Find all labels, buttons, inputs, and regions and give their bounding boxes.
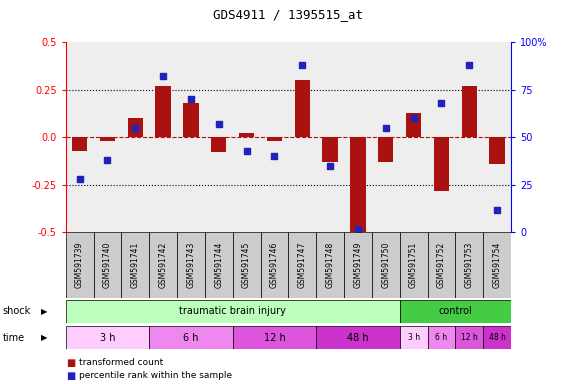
Text: GSM591742: GSM591742	[159, 242, 168, 288]
Point	[75, 176, 84, 182]
Bar	[122, 232, 149, 298]
Bar	[483, 232, 511, 298]
Bar	[72, 137, 87, 151]
Text: GSM591741: GSM591741	[131, 242, 140, 288]
Bar	[372, 232, 400, 298]
Point	[465, 62, 474, 68]
Text: GSM591752: GSM591752	[437, 242, 446, 288]
Text: time: time	[3, 333, 25, 343]
Bar	[288, 232, 316, 298]
Point	[325, 163, 335, 169]
Point	[297, 62, 307, 68]
Point	[353, 225, 363, 232]
Bar	[66, 300, 400, 323]
Text: 6 h: 6 h	[183, 333, 199, 343]
Point	[103, 157, 112, 163]
Text: 12 h: 12 h	[264, 333, 286, 343]
Bar	[344, 232, 372, 298]
Text: GSM591746: GSM591746	[270, 242, 279, 288]
Bar	[149, 326, 233, 349]
Bar	[127, 118, 143, 137]
Text: GSM591750: GSM591750	[381, 242, 391, 288]
Bar	[323, 137, 338, 162]
Text: GSM591754: GSM591754	[493, 242, 502, 288]
Text: GSM591739: GSM591739	[75, 242, 84, 288]
Point	[381, 125, 391, 131]
Bar	[434, 137, 449, 190]
Text: GSM591743: GSM591743	[186, 242, 195, 288]
Bar	[316, 326, 400, 349]
Point	[186, 96, 195, 103]
Text: GSM591749: GSM591749	[353, 242, 363, 288]
Text: ▶: ▶	[41, 333, 47, 342]
Bar	[400, 326, 428, 349]
Point	[270, 153, 279, 159]
Bar	[400, 300, 511, 323]
Bar	[183, 103, 199, 137]
Text: GSM591753: GSM591753	[465, 242, 474, 288]
Bar	[483, 326, 511, 349]
Bar	[233, 232, 260, 298]
Bar	[295, 80, 310, 137]
Text: GSM591748: GSM591748	[325, 242, 335, 288]
Text: traumatic brain injury: traumatic brain injury	[179, 306, 286, 316]
Text: GDS4911 / 1395515_at: GDS4911 / 1395515_at	[214, 8, 363, 21]
Bar	[456, 232, 483, 298]
Bar	[94, 232, 122, 298]
Bar	[400, 232, 428, 298]
Bar	[66, 232, 94, 298]
Text: 48 h: 48 h	[489, 333, 505, 342]
Bar	[406, 113, 421, 137]
Bar	[428, 326, 456, 349]
Bar	[489, 137, 505, 164]
Bar	[155, 86, 171, 137]
Bar	[428, 232, 456, 298]
Text: GSM591745: GSM591745	[242, 242, 251, 288]
Bar	[149, 232, 177, 298]
Text: 48 h: 48 h	[347, 333, 369, 343]
Bar	[177, 232, 205, 298]
Bar	[316, 232, 344, 298]
Point	[131, 125, 140, 131]
Point	[159, 73, 168, 79]
Text: 3 h: 3 h	[408, 333, 420, 342]
Point	[493, 207, 502, 213]
Bar	[350, 137, 365, 236]
Text: GSM591747: GSM591747	[297, 242, 307, 288]
Bar	[211, 137, 227, 152]
Text: ▶: ▶	[41, 307, 47, 316]
Text: 6 h: 6 h	[436, 333, 448, 342]
Text: GSM591740: GSM591740	[103, 242, 112, 288]
Text: GSM591751: GSM591751	[409, 242, 418, 288]
Text: ■: ■	[66, 358, 75, 368]
Text: control: control	[439, 306, 472, 316]
Bar	[233, 326, 316, 349]
Point	[242, 147, 251, 154]
Bar	[205, 232, 233, 298]
Text: transformed count: transformed count	[79, 358, 163, 367]
Text: percentile rank within the sample: percentile rank within the sample	[79, 371, 232, 380]
Bar	[461, 86, 477, 137]
Point	[437, 100, 446, 106]
Text: shock: shock	[3, 306, 31, 316]
Text: GSM591744: GSM591744	[214, 242, 223, 288]
Text: 12 h: 12 h	[461, 333, 478, 342]
Bar	[260, 232, 288, 298]
Bar	[239, 134, 254, 137]
Bar	[456, 326, 483, 349]
Bar	[378, 137, 393, 162]
Bar	[267, 137, 282, 141]
Text: ■: ■	[66, 371, 75, 381]
Text: 3 h: 3 h	[100, 333, 115, 343]
Point	[214, 121, 223, 127]
Bar	[66, 326, 149, 349]
Point	[409, 115, 418, 121]
Bar	[100, 137, 115, 141]
